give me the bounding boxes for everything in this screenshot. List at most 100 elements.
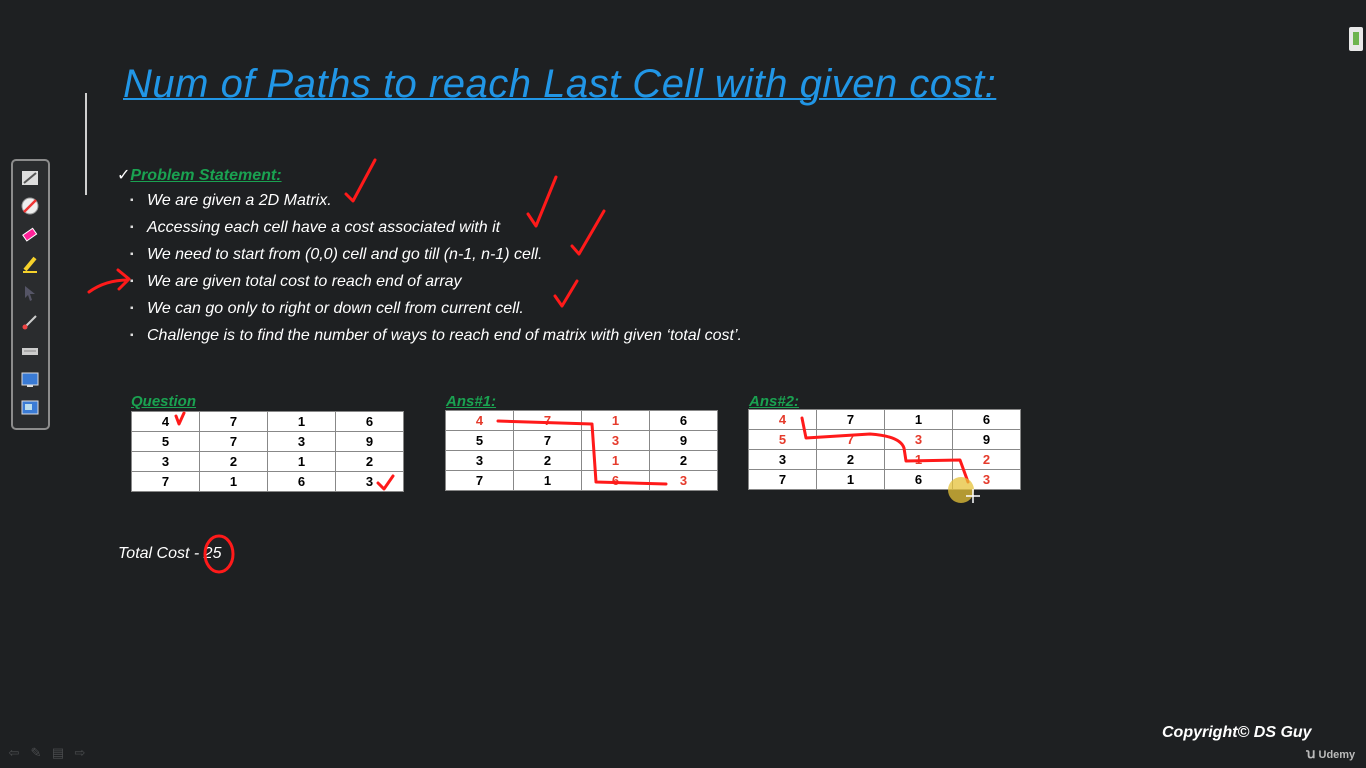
bullet-item: ▪ Challenge is to find the number of ways… xyxy=(130,322,742,349)
matrix-cell: 6 xyxy=(267,471,336,492)
udemy-logo: ꭒ Udemy xyxy=(1306,745,1356,761)
ans2-label: Ans#2: xyxy=(749,393,800,410)
screen-icon[interactable] xyxy=(19,369,41,391)
matrix-cell: 3 xyxy=(131,451,200,472)
matrix-cell: 1 xyxy=(884,449,953,470)
matrix-cell: 2 xyxy=(649,450,718,471)
matrix-cell: 7 xyxy=(513,410,582,431)
matrix-cell: 3 xyxy=(335,471,404,492)
problem-statement-heading: ✓Problem Statement: xyxy=(117,165,282,185)
matrix-cell: 1 xyxy=(581,450,650,471)
problem-statement-label: Problem Statement: xyxy=(130,167,282,184)
total-cost: Total Cost - 25 xyxy=(118,545,221,563)
no-ink-icon[interactable] xyxy=(19,195,41,217)
bullet-icon: ▪ xyxy=(130,194,134,206)
total-cost-label: Total Cost - xyxy=(118,545,204,562)
forward-arrow-icon[interactable]: ⇨ xyxy=(74,745,86,760)
pointer-icon[interactable] xyxy=(19,282,41,304)
matrix-cell: 9 xyxy=(335,431,404,452)
matrix-cell: 2 xyxy=(199,451,268,472)
eraser-icon[interactable] xyxy=(19,224,41,246)
bullet-item: ▪ We can go only to right or down cell fr… xyxy=(130,295,742,322)
matrix-cell: 9 xyxy=(952,429,1021,450)
matrix-cell: 7 xyxy=(131,471,200,492)
slide-nav: ⇦ ✎ ▤ ⇨ xyxy=(6,745,88,760)
bullet-icon: ▪ xyxy=(130,275,134,287)
matrix-cell: 6 xyxy=(884,469,953,490)
total-cost-value: 25 xyxy=(203,545,222,562)
problem-bullets: ▪ We are given a 2D Matrix. ▪ Accessing ea… xyxy=(130,187,742,349)
matrix-cell: 1 xyxy=(267,451,336,472)
matrix-cell: 7 xyxy=(445,470,514,491)
annotation-toolbar xyxy=(11,159,50,430)
bullet-item: ▪ We need to start from (0,0) cell and go… xyxy=(130,241,742,268)
ans1-label: Ans#1: xyxy=(446,393,497,410)
matrix-cell: 1 xyxy=(513,470,582,491)
keyboard-icon[interactable] xyxy=(19,340,41,362)
udemy-icon: ꭒ xyxy=(1306,745,1316,761)
matrix-cell: 6 xyxy=(952,409,1021,430)
matrix-cell: 5 xyxy=(445,430,514,451)
matrix-cell: 1 xyxy=(199,471,268,492)
matrix-cell: 5 xyxy=(131,431,200,452)
matrix-cell: 3 xyxy=(649,470,718,491)
bullet-icon: ▪ xyxy=(130,248,134,260)
slide-title: Num of Paths to reach Last Cell with giv… xyxy=(123,62,997,106)
capture-icon[interactable] xyxy=(19,397,41,419)
slide-divider xyxy=(85,93,87,195)
matrix-cell: 7 xyxy=(199,411,268,432)
brush-icon[interactable] xyxy=(19,311,41,333)
bullet-icon: ▪ xyxy=(130,221,134,233)
bullet-item: ▪ We are given total cost to reach end of… xyxy=(130,268,742,295)
menu-icon[interactable]: ▤ xyxy=(51,745,65,760)
matrix-cell: 6 xyxy=(649,410,718,431)
matrix-cell: 3 xyxy=(748,449,817,470)
question-label: Question xyxy=(131,393,197,410)
copyright-text: Copyright© DS Guy xyxy=(1162,724,1312,741)
matrix-cell: 1 xyxy=(884,409,953,430)
matrix-cell: 1 xyxy=(816,469,885,490)
pen-icon[interactable]: ✎ xyxy=(30,745,42,760)
scroll-indicator[interactable] xyxy=(1349,27,1363,51)
matrix-cell: 2 xyxy=(816,449,885,470)
matrix-cell: 1 xyxy=(581,410,650,431)
matrix-cell: 6 xyxy=(335,411,404,432)
matrix-cell: 3 xyxy=(884,429,953,450)
matrix-cell: 7 xyxy=(199,431,268,452)
bullet-item: ▪ Accessing each cell have a cost associa… xyxy=(130,214,742,241)
matrix-cell: 3 xyxy=(267,431,336,452)
checkmark-icon: ✓ xyxy=(117,167,131,184)
matrix-cell: 6 xyxy=(581,470,650,491)
arrow-pointer xyxy=(87,268,131,294)
matrix-cell: 4 xyxy=(748,409,817,430)
matrix-cell: 3 xyxy=(445,450,514,471)
matrix-cell: 2 xyxy=(335,451,404,472)
cursor-crosshair xyxy=(966,489,980,503)
bullet-icon: ▪ xyxy=(130,329,134,341)
matrix-cell: 7 xyxy=(816,429,885,450)
back-arrow-icon[interactable]: ⇦ xyxy=(8,745,20,760)
bullet-item: ▪ We are given a 2D Matrix. xyxy=(130,187,742,214)
pen-icon[interactable] xyxy=(19,167,41,189)
matrix-cell: 7 xyxy=(816,409,885,430)
highlighter-icon[interactable] xyxy=(19,253,41,275)
matrix-cell: 1 xyxy=(267,411,336,432)
matrix-cell: 4 xyxy=(131,411,200,432)
matrix-cell: 2 xyxy=(513,450,582,471)
matrix-cell: 7 xyxy=(748,469,817,490)
